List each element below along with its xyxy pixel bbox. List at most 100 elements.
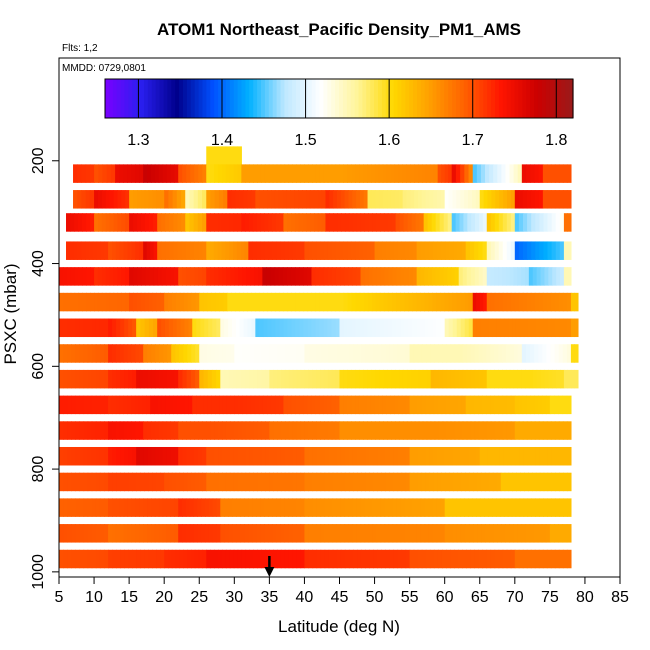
heatmap-cell — [336, 446, 342, 466]
heatmap-cell — [308, 498, 314, 517]
heatmap-cell — [464, 292, 470, 312]
heatmap-cell — [316, 344, 322, 363]
heatmap-cell — [481, 524, 486, 543]
heatmap-cell — [116, 549, 121, 569]
heatmap-cell — [319, 395, 325, 415]
colorbar-swatch — [405, 79, 410, 118]
heatmap-cell — [414, 164, 419, 183]
heatmap-cell — [562, 524, 568, 543]
colorbar-swatch — [413, 79, 418, 118]
heatmap-cell — [170, 164, 175, 183]
heatmap-cell — [323, 421, 329, 440]
heatmap-cell — [534, 292, 540, 312]
heatmap-cell — [144, 472, 149, 492]
heatmap-cell — [352, 549, 358, 569]
heatmap-cell — [497, 524, 502, 543]
heatmap-cell — [94, 213, 99, 232]
heatmap-cell — [291, 318, 297, 338]
heatmap-cell — [478, 241, 484, 260]
heatmap-cell — [376, 524, 382, 543]
heatmap-cell — [267, 292, 272, 312]
heatmap-cell — [174, 164, 179, 183]
heatmap-cell — [420, 292, 425, 312]
heatmap-cell — [368, 267, 374, 286]
heatmap-cell — [249, 344, 255, 363]
heatmap-cell — [351, 421, 356, 440]
heatmap-cell — [385, 472, 390, 492]
heatmap-cell — [452, 292, 458, 312]
heatmap-cell — [143, 241, 148, 260]
colorbar-swatch — [362, 79, 367, 118]
heatmap-cell — [417, 446, 422, 466]
heatmap-cell — [146, 395, 151, 415]
colorbar-swatch — [268, 79, 274, 118]
heatmap-cell — [115, 524, 121, 543]
heatmap-cell — [88, 241, 94, 260]
heatmap-cell — [404, 498, 410, 517]
heatmap-cell — [189, 498, 195, 517]
heatmap-cell — [462, 267, 468, 286]
heatmap-cell — [214, 190, 220, 209]
heatmap-cell — [310, 213, 315, 232]
heatmap-cell — [288, 164, 293, 183]
heatmap-cell — [151, 446, 156, 466]
heatmap-cell — [197, 524, 202, 543]
heatmap-cell — [500, 318, 505, 338]
colorbar-swatch — [381, 79, 387, 118]
heatmap-cell — [504, 472, 510, 492]
heatmap-cell — [291, 267, 296, 286]
heatmap-cell — [448, 318, 454, 338]
heatmap-cell — [490, 549, 496, 569]
heatmap-cell — [260, 498, 265, 517]
heatmap-cell — [208, 498, 214, 517]
heatmap-cell — [547, 446, 552, 466]
heatmap-cell — [217, 241, 223, 260]
heatmap-cell — [510, 549, 516, 569]
heatmap-cell — [304, 524, 310, 543]
heatmap-cell — [438, 369, 444, 389]
heatmap-cell — [471, 213, 476, 232]
heatmap-cell — [510, 213, 516, 232]
heatmap-cell — [187, 344, 192, 363]
colorbar-swatch — [159, 79, 165, 118]
heatmap-cell — [260, 213, 265, 232]
heatmap-cell — [119, 164, 124, 183]
heatmap-cell — [416, 267, 422, 286]
heatmap-cell — [468, 292, 474, 312]
heatmap-cell — [218, 472, 223, 492]
heatmap-cell — [486, 267, 492, 286]
heatmap-cell — [404, 292, 409, 312]
heatmap-cell — [408, 267, 414, 286]
heatmap-cell — [108, 498, 113, 517]
heatmap-cell — [335, 318, 341, 338]
heatmap-cell — [292, 369, 298, 389]
heatmap-cell — [410, 369, 416, 389]
heatmap-cell — [265, 472, 270, 492]
heatmap-cell — [335, 241, 341, 260]
heatmap-cell — [425, 446, 430, 466]
heatmap-cell — [490, 292, 496, 312]
heatmap-cell — [332, 549, 338, 569]
heatmap-cell — [501, 524, 506, 543]
heatmap-cell — [292, 549, 298, 569]
heatmap-cell — [552, 369, 557, 389]
heatmap-cell — [531, 318, 537, 338]
heatmap-cell — [150, 421, 156, 440]
heatmap-cell — [109, 213, 115, 232]
heatmap-cell — [241, 164, 246, 183]
heatmap-cell — [384, 318, 389, 338]
heatmap-cell — [147, 164, 152, 183]
heatmap-cell — [371, 421, 376, 440]
heatmap-cell — [480, 472, 486, 492]
heatmap-cell — [244, 369, 250, 389]
heatmap-cell — [132, 472, 137, 492]
heatmap-cell — [83, 446, 89, 466]
heatmap-cell — [240, 241, 246, 260]
heatmap-cell — [468, 190, 473, 209]
heatmap-cell — [376, 213, 381, 232]
heatmap-cell — [189, 213, 195, 232]
heatmap-cell — [296, 164, 301, 183]
heatmap-cell — [530, 164, 536, 183]
heatmap-cell — [67, 549, 72, 569]
heatmap-cell — [139, 498, 144, 517]
